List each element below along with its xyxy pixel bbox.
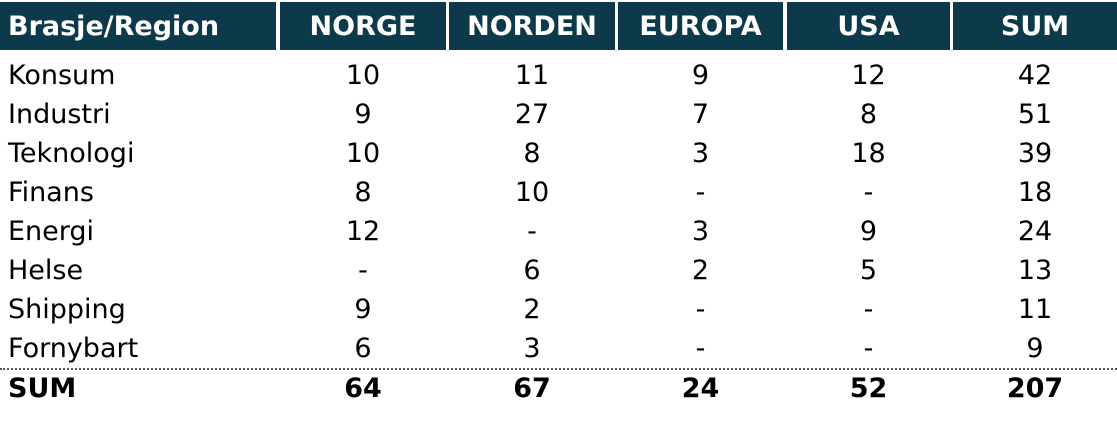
value-cell: 3	[691, 216, 710, 247]
value-cell: 9	[859, 216, 878, 247]
value-cell: 9	[691, 60, 710, 91]
header-cell: Brasje/Region	[0, 2, 276, 50]
value-cell: -	[863, 177, 874, 208]
value-cell: 39	[1017, 138, 1053, 169]
row-label: Energi	[8, 216, 95, 247]
total-cell: 207	[1006, 373, 1064, 404]
value-cell: 6	[523, 255, 541, 286]
value-cell: 3	[523, 333, 541, 364]
value-cell: 12	[345, 216, 381, 247]
value-cell: 13	[1017, 255, 1053, 286]
value-cell: 8	[859, 99, 878, 130]
value-cell: 11	[1017, 294, 1053, 325]
value-cell: 24	[1017, 216, 1053, 247]
value-cell: -	[695, 333, 706, 364]
value-cell: 10	[345, 60, 381, 91]
header-cell: SUM	[953, 2, 1117, 50]
value-cell: 2	[523, 294, 541, 325]
header-cell: USA	[787, 2, 950, 50]
value-cell: 8	[523, 138, 541, 169]
value-cell: 7	[691, 99, 710, 130]
total-label: SUM	[8, 373, 77, 404]
value-cell: 18	[1017, 177, 1053, 208]
total-cell: 24	[681, 373, 720, 404]
value-cell: -	[358, 255, 368, 286]
value-cell: -	[695, 294, 706, 325]
value-cell: 6	[354, 333, 372, 364]
row-label: Industri	[8, 99, 111, 130]
row-label: Konsum	[8, 60, 116, 91]
value-cell: 3	[691, 138, 710, 169]
value-cell: 10	[345, 138, 381, 169]
row-label: Fornybart	[8, 333, 139, 364]
row-label: Shipping	[8, 294, 126, 325]
value-cell: -	[527, 216, 537, 247]
header-cell: NORDEN	[449, 2, 615, 50]
total-cell: 67	[513, 373, 551, 404]
row-label: Helse	[8, 255, 84, 286]
value-cell: 27	[514, 99, 550, 130]
value-cell: -	[863, 333, 874, 364]
row-label: Teknologi	[8, 138, 135, 169]
value-cell: 42	[1017, 60, 1053, 91]
value-cell: 10	[514, 177, 550, 208]
header-cell: EUROPA	[618, 2, 783, 50]
row-label: Finans	[8, 177, 94, 208]
value-cell: 5	[859, 255, 878, 286]
value-cell: 51	[1017, 99, 1053, 130]
total-cell: 52	[849, 373, 888, 404]
value-cell: 8	[354, 177, 372, 208]
value-cell: 9	[354, 294, 372, 325]
total-separator	[0, 368, 1117, 370]
header-cell: NORGE	[280, 2, 446, 50]
value-cell: 12	[851, 60, 886, 91]
total-cell: 64	[344, 373, 382, 404]
value-cell: -	[695, 177, 706, 208]
value-cell: 11	[514, 60, 550, 91]
value-cell: 2	[691, 255, 710, 286]
value-cell: 9	[1026, 333, 1044, 364]
value-cell: -	[863, 294, 874, 325]
value-cell: 18	[851, 138, 886, 169]
value-cell: 9	[354, 99, 372, 130]
